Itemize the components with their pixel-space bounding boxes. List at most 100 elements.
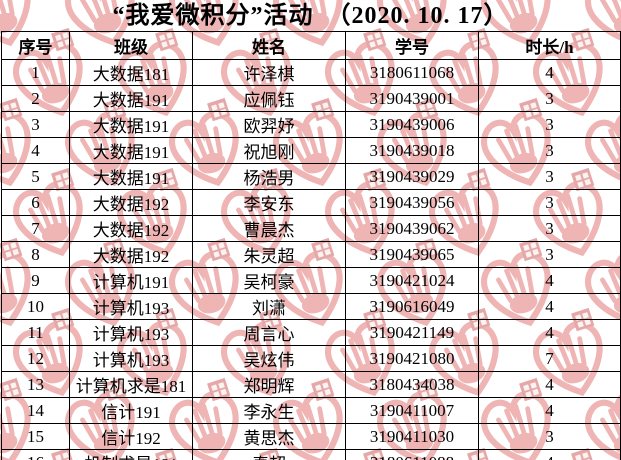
table-row: 6 大数据192 李安东 3190439056 3 (1, 189, 621, 216)
cell-hours: 4 (478, 319, 621, 346)
cell-no: 7 (1, 215, 70, 242)
cell-name: 周言心 (192, 319, 346, 346)
cell-no: 10 (1, 293, 70, 320)
table-row: 1 大数据181 许泽棋 3180611068 4 (1, 59, 621, 86)
cell-hours: 4 (478, 267, 621, 294)
table-row: 16机制求是181秦超31806110884 (1, 449, 621, 460)
cell-student_id: 3190439029 (345, 163, 479, 190)
cell-no: 12 (1, 345, 70, 372)
column-header-class: 班级 (69, 31, 193, 60)
cell-no: 16 (1, 449, 70, 460)
header-row: 序号 班级 姓名 学号 时长/h (1, 31, 621, 60)
table-row: 7 大数据192 曹晨杰 3190439062 3 (1, 215, 621, 242)
cell-name: 李永生 (192, 397, 346, 424)
cell-hours: 3 (478, 423, 621, 450)
table-row: 4 大数据191 祝旭刚 3190439018 3 (1, 137, 621, 164)
cell-name: 刘潇 (192, 293, 346, 320)
cell-student_id: 3190439018 (345, 137, 479, 164)
cell-no: 8 (1, 241, 70, 268)
cell-hours: 4 (478, 397, 621, 424)
cell-student_id: 3190421080 (345, 345, 479, 372)
cell-class: 计算机191 (69, 267, 193, 294)
table-row: 9 计算机191 吴柯豪 3190421024 4 (1, 267, 621, 294)
cell-class: 大数据191 (69, 137, 193, 164)
table-row: 3 大数据191 欧羿妤 3190439006 3 (1, 111, 621, 138)
cell-class: 大数据192 (69, 215, 193, 242)
cell-class: 计算机193 (69, 345, 193, 372)
cell-name: 祝旭刚 (192, 137, 346, 164)
cell-name: 曹晨杰 (192, 215, 346, 242)
cell-no: 1 (1, 59, 70, 86)
cell-class: 大数据191 (69, 85, 193, 112)
cell-class: 大数据192 (69, 241, 193, 268)
cell-class: 大数据192 (69, 189, 193, 216)
table-row: 5 大数据191 杨浩男 3190439029 3 (1, 163, 621, 190)
cell-student_id: 3180611068 (345, 59, 479, 86)
cell-name: 朱灵超 (192, 241, 346, 268)
activity-table: 序号 班级 姓名 学号 时长/h 1 大数据181 许泽棋 3180611068 4 2 大数据19… (1, 31, 621, 460)
cell-hours: 7 (478, 345, 621, 372)
cell-hours: 4 (478, 293, 621, 320)
cell-no: 2 (1, 85, 70, 112)
cell-student_id: 3190439065 (345, 241, 479, 268)
cell-student_id: 3180611088 (345, 449, 479, 460)
cell-class: 大数据181 (69, 59, 193, 86)
cell-class: 计算机193 (69, 319, 193, 346)
table-row: 11 计算机193 周言心 3190421149 4 (1, 319, 621, 346)
cell-student_id: 3190411030 (345, 423, 479, 450)
cell-hours: 4 (478, 449, 621, 460)
column-header-no: 序号 (1, 31, 70, 60)
cell-no: 15 (1, 423, 70, 450)
table-row: 12 计算机193 吴炫伟 3190421080 7 (1, 345, 621, 372)
cell-name: 郑明辉 (192, 371, 346, 398)
cell-name: 秦超 (192, 449, 346, 460)
cell-no: 14 (1, 397, 70, 424)
cell-name: 黄思杰 (192, 423, 346, 450)
table-row: 2 大数据191 应佩钰 3190439001 3 (1, 85, 621, 112)
page-title: “我爱微积分”活动 （2020. 10. 17） (112, 3, 509, 29)
cell-no: 6 (1, 189, 70, 216)
cell-name: 吴炫伟 (192, 345, 346, 372)
cell-student_id: 3190421149 (345, 319, 479, 346)
table-header: 序号 班级 姓名 学号 时长/h (1, 31, 621, 60)
cell-hours: 4 (478, 59, 621, 86)
cell-name: 应佩钰 (192, 85, 346, 112)
cell-no: 4 (1, 137, 70, 164)
table-row: 10 计算机193 刘潇 3190616049 4 (1, 293, 621, 320)
cell-class: 机制求是181 (69, 449, 193, 460)
cell-no: 3 (1, 111, 70, 138)
cell-hours: 3 (478, 215, 621, 242)
column-header-hours: 时长/h (478, 31, 621, 60)
table-row: 14 信计191 李永生 3190411007 4 (1, 397, 621, 424)
cell-student_id: 3190411007 (345, 397, 479, 424)
cell-no: 13 (1, 371, 70, 398)
column-header-name: 姓名 (192, 31, 346, 60)
cell-hours: 3 (478, 85, 621, 112)
cell-student_id: 3190421024 (345, 267, 479, 294)
cell-class: 大数据191 (69, 163, 193, 190)
table-body: 1 大数据181 许泽棋 3180611068 4 2 大数据191 应佩钰 319043900… (1, 59, 621, 460)
cell-hours: 3 (478, 241, 621, 268)
cell-name: 吴柯豪 (192, 267, 346, 294)
cell-student_id: 3190439056 (345, 189, 479, 216)
cell-student_id: 3190439001 (345, 85, 479, 112)
cell-class: 信计192 (69, 423, 193, 450)
cell-student_id: 3190439006 (345, 111, 479, 138)
table-row: 15 信计192 黄思杰 3190411030 3 (1, 423, 621, 450)
cell-student_id: 3190439062 (345, 215, 479, 242)
cell-hours: 3 (478, 189, 621, 216)
cell-student_id: 3180434038 (345, 371, 479, 398)
column-header-student_id: 学号 (345, 31, 479, 60)
cell-hours: 3 (478, 137, 621, 164)
cell-hours: 4 (478, 371, 621, 398)
cell-hours: 3 (478, 163, 621, 190)
cell-name: 李安东 (192, 189, 346, 216)
cell-class: 计算机193 (69, 293, 193, 320)
cell-name: 欧羿妤 (192, 111, 346, 138)
cell-name: 许泽棋 (192, 59, 346, 86)
cell-class: 信计191 (69, 397, 193, 424)
cell-class: 大数据191 (69, 111, 193, 138)
table-row: 8 大数据192 朱灵超 3190439065 3 (1, 241, 621, 268)
cell-student_id: 3190616049 (345, 293, 479, 320)
